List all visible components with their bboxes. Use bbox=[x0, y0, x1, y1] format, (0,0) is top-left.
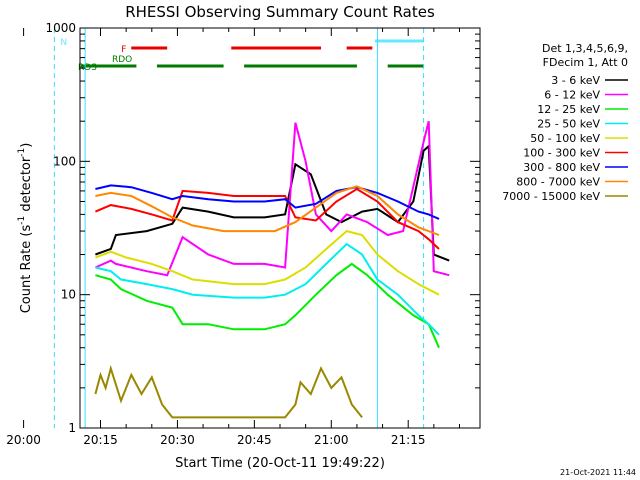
x-axis-label: Start Time (20-Oct-11 19:49:22) bbox=[175, 456, 385, 471]
series-line-0 bbox=[95, 143, 450, 262]
series-line-8 bbox=[94, 364, 363, 419]
series-line-3 bbox=[95, 242, 440, 336]
series-line-1 bbox=[94, 120, 450, 277]
legend-label-0: 3 - 6 keV bbox=[551, 74, 600, 87]
legend-label-5: 100 - 300 keV bbox=[523, 147, 600, 160]
legend-label-4: 50 - 100 keV bbox=[530, 132, 600, 145]
x-tick-label-4: 21:00 bbox=[314, 433, 349, 447]
y-axis-label-part-3: ) bbox=[19, 143, 34, 148]
x-tick-label-1: 20:15 bbox=[83, 433, 118, 447]
x-tick-label-5: 21:15 bbox=[391, 433, 426, 447]
legend-header-1: Det 1,3,4,5,6,9, bbox=[542, 42, 628, 55]
y-tick-label-2: 100 bbox=[53, 154, 76, 168]
flag-label-rds: RDS bbox=[78, 63, 97, 73]
flag-label-rdo: RDO bbox=[112, 55, 132, 65]
series-lines bbox=[94, 120, 450, 419]
flag-label-n: N bbox=[60, 38, 67, 48]
legend-label-8: 7000 - 15000 keV bbox=[502, 190, 600, 203]
legend-label-2: 12 - 25 keV bbox=[537, 103, 600, 116]
flag-label-f: F bbox=[121, 45, 126, 55]
y-axis-label-part-1: Count Rate (s bbox=[19, 225, 34, 314]
y-tick-label-1: 10 bbox=[61, 288, 76, 302]
y-tick-label-3: 1000 bbox=[45, 21, 76, 35]
series-line-7 bbox=[95, 185, 440, 236]
timestamp: 21-Oct-2021 11:44 bbox=[560, 468, 636, 477]
x-axis-ticks: 20:00 20:15 20:30 20:45 21:00 21:15 bbox=[6, 28, 460, 447]
series-line-5 bbox=[95, 187, 440, 250]
y-axis-label-sup-1: -1 bbox=[17, 216, 27, 225]
x-tick-label-3: 20:45 bbox=[237, 433, 272, 447]
legend-header-2: FDecim 1, Att 0 bbox=[543, 56, 628, 69]
y-axis-label: Count Rate (s-1 detector-1) bbox=[17, 143, 34, 314]
y-axis-label-part-2: detector bbox=[19, 156, 34, 216]
series-line-6 bbox=[95, 184, 440, 220]
legend-label-7: 800 - 7000 keV bbox=[516, 176, 600, 189]
y-axis-ticks: 1 10 100 1000 bbox=[45, 21, 480, 435]
x-tick-label-2: 20:30 bbox=[160, 433, 195, 447]
series-line-2 bbox=[95, 262, 440, 349]
legend: Det 1,3,4,5,6,9, FDecim 1, Att 0 3 - 6 k… bbox=[502, 42, 628, 203]
legend-label-3: 25 - 50 keV bbox=[537, 118, 600, 131]
x-tick-label-0: 20:00 bbox=[6, 433, 41, 447]
legend-label-6: 300 - 800 keV bbox=[523, 161, 600, 174]
series-line-4 bbox=[95, 230, 440, 296]
legend-label-1: 6 - 12 keV bbox=[544, 89, 600, 102]
chart-title: RHESSI Observing Summary Count Rates bbox=[125, 3, 435, 21]
y-tick-label-0: 1 bbox=[68, 421, 76, 435]
y-axis-label-sup-2: -1 bbox=[17, 148, 27, 157]
